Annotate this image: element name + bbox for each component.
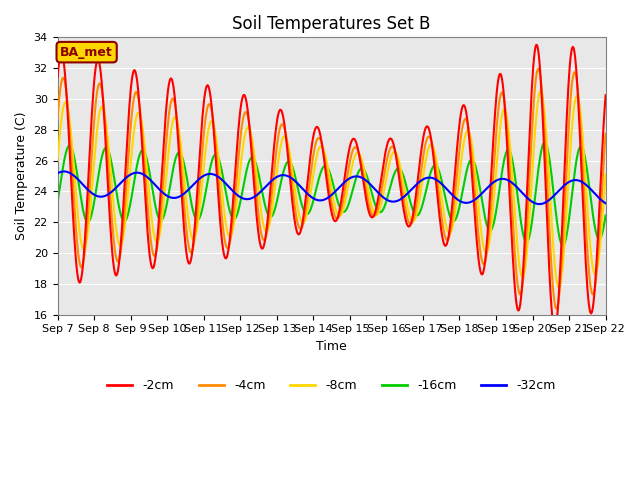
Title: Soil Temperatures Set B: Soil Temperatures Set B	[232, 15, 431, 33]
Text: BA_met: BA_met	[60, 46, 113, 59]
X-axis label: Time: Time	[316, 340, 347, 353]
Legend: -2cm, -4cm, -8cm, -16cm, -32cm: -2cm, -4cm, -8cm, -16cm, -32cm	[102, 374, 561, 397]
Y-axis label: Soil Temperature (C): Soil Temperature (C)	[15, 112, 28, 240]
